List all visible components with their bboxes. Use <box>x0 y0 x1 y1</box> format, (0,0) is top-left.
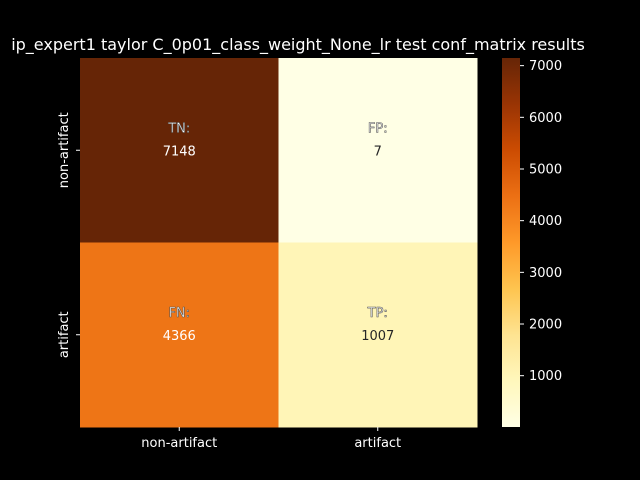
colorbar-ticks: 1000 2000 3000 4000 5000 6000 7000 <box>520 59 562 384</box>
heatmap-cells <box>80 58 478 428</box>
cell-value: 4366 <box>163 329 196 344</box>
colorbar-tick-label: 4000 <box>529 214 562 229</box>
cell-label: TP: <box>367 306 388 321</box>
colorbar-tick-label: 7000 <box>529 59 562 74</box>
y-tick-label: non-artifact <box>57 112 72 188</box>
cell-value: 1007 <box>361 329 394 344</box>
heatmap-cell <box>80 242 279 428</box>
heatmap-annotations: TN: 7148 FP: 7 FN: 4366 TP: 1007 <box>163 121 395 344</box>
colorbar-tick-label: 3000 <box>529 266 562 281</box>
colorbar-tick-label: 1000 <box>529 369 562 384</box>
colorbar <box>502 58 520 427</box>
heatmap-cell <box>278 58 478 243</box>
x-tick-label: artifact <box>354 436 401 451</box>
colorbar-tick-label: 5000 <box>529 162 562 177</box>
y-tick-label: artifact <box>57 311 72 358</box>
heatmap-cell <box>80 58 279 243</box>
cell-value: 7 <box>374 144 382 159</box>
cell-label: FP: <box>368 121 388 136</box>
colorbar-tick-label: 6000 <box>529 111 562 126</box>
colorbar-tick-label: 2000 <box>529 318 562 333</box>
heatmap-cell <box>278 242 478 428</box>
cell-label: TN: <box>167 121 190 136</box>
x-axis: non-artifact artifact <box>141 427 401 451</box>
y-axis: non-artifact artifact <box>57 112 80 358</box>
cell-value: 7148 <box>163 144 196 159</box>
x-tick-label: non-artifact <box>141 436 217 451</box>
chart-title: ip_expert1 taylor C_0p01_class_weight_No… <box>11 35 585 55</box>
cell-label: FN: <box>168 306 190 321</box>
